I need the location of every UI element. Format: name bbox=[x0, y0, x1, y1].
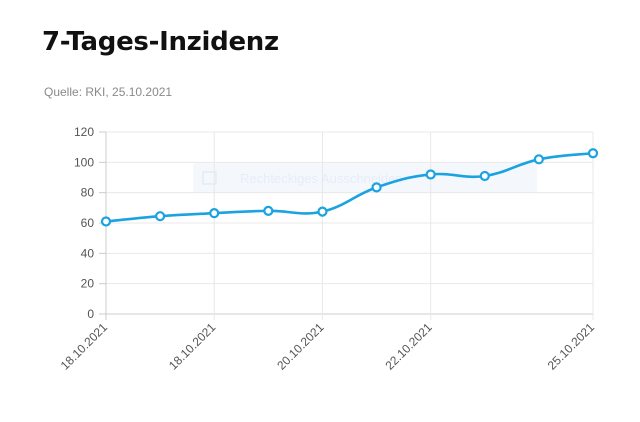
data-point bbox=[100, 216, 112, 227]
x-tick-label: 18.10.2021 bbox=[58, 320, 111, 373]
data-point bbox=[425, 169, 436, 180]
watermark-icon bbox=[202, 171, 217, 185]
y-tick-label: 20 bbox=[81, 277, 95, 291]
watermark-box bbox=[193, 163, 537, 193]
data-point bbox=[263, 205, 274, 216]
x-tick-label: 20.10.2021 bbox=[274, 320, 327, 373]
data-point bbox=[533, 154, 544, 165]
data-point bbox=[479, 170, 490, 182]
y-tick-label: 0 bbox=[87, 307, 94, 321]
watermark-overlay: Rechteckiges Ausschneiden bbox=[193, 163, 537, 193]
x-tick-label: 25.10.2021 bbox=[545, 320, 598, 373]
data-point bbox=[317, 206, 328, 217]
source-note: Quelle: RKI, 25.10.2021 bbox=[44, 85, 173, 99]
y-tick-label: 80 bbox=[81, 186, 95, 200]
series-points bbox=[100, 148, 599, 227]
gridlines bbox=[99, 131, 594, 320]
x-axis-ticks: 18.10.2021 18.10.2021 20.10.2021 22.10.2021… bbox=[58, 320, 598, 373]
watermark-label: Rechteckiges Ausschneiden bbox=[240, 171, 403, 186]
data-point bbox=[371, 182, 382, 193]
y-axis-ticks: 0 20 40 60 80 100 120 bbox=[74, 125, 94, 321]
y-tick-label: 60 bbox=[81, 216, 95, 230]
data-point bbox=[155, 211, 166, 222]
y-tick-label: 40 bbox=[81, 246, 95, 260]
x-tick-label: 18.10.2021 bbox=[166, 320, 219, 373]
chart-title: 7-Tages-Inzidenz bbox=[42, 27, 279, 57]
series-line bbox=[105, 151, 594, 223]
data-point bbox=[587, 148, 599, 159]
y-tick-label: 100 bbox=[74, 155, 94, 169]
y-tick-label: 120 bbox=[74, 125, 94, 139]
x-tick-label: 22.10.2021 bbox=[382, 320, 435, 373]
data-point bbox=[209, 208, 220, 219]
